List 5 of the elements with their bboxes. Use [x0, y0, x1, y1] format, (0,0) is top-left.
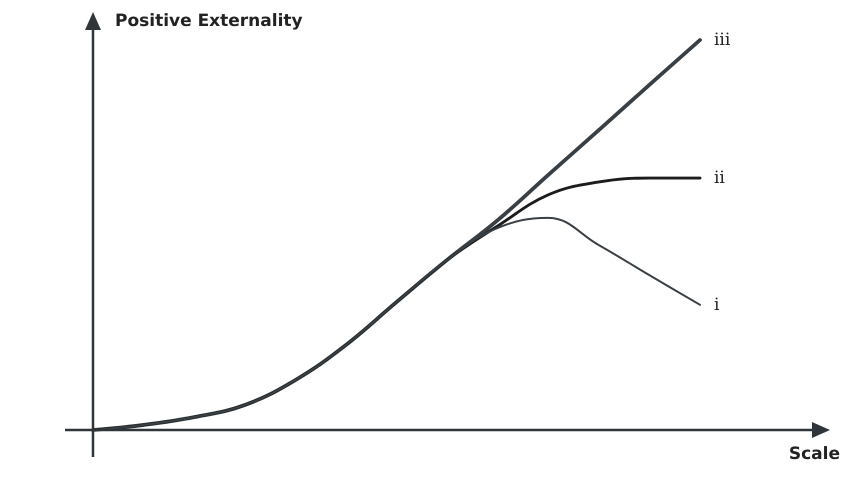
x-axis-title: Scale — [788, 444, 840, 464]
series-label: i — [714, 294, 720, 315]
series-label: ii — [714, 168, 726, 188]
y-axis-title: Positive Externality — [115, 11, 303, 31]
series-label: iii — [714, 30, 731, 50]
